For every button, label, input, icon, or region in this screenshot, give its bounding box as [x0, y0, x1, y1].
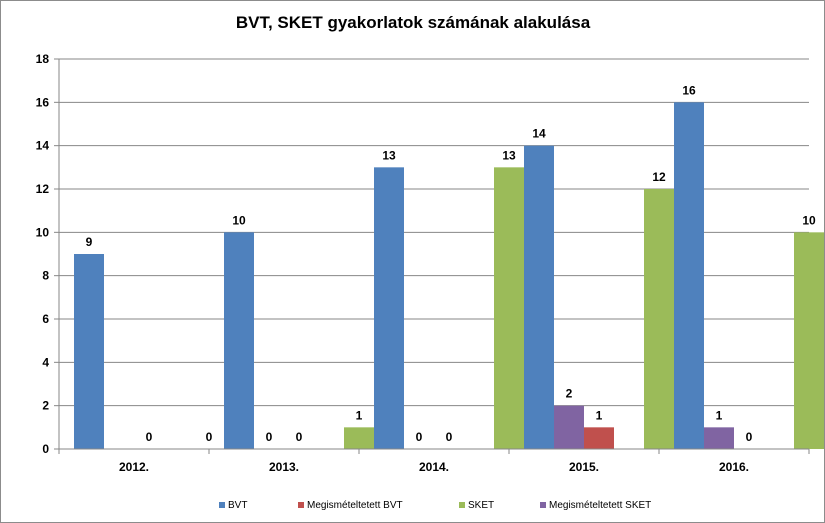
bar — [704, 427, 734, 449]
chart-title: BVT, SKET gyakorlatok számának alakulása — [236, 13, 591, 32]
bar — [584, 427, 614, 449]
bar — [74, 254, 104, 449]
data-label: 1 — [596, 408, 603, 422]
data-label: 1 — [716, 408, 723, 422]
y-tick-label: 12 — [36, 182, 50, 196]
bar — [674, 102, 704, 449]
legend-label: Megismételtetett BVT — [307, 500, 403, 511]
legend-swatch — [298, 502, 304, 508]
data-label: 2 — [566, 387, 573, 401]
data-label: 10 — [802, 213, 816, 227]
data-label: 0 — [446, 430, 453, 444]
data-label: 13 — [382, 148, 396, 162]
bar — [224, 232, 254, 449]
y-tick-label: 18 — [36, 52, 50, 66]
data-label: 9 — [86, 235, 93, 249]
data-label: 14 — [532, 127, 546, 141]
bar — [554, 405, 584, 449]
bar — [494, 167, 524, 450]
y-tick-label: 10 — [36, 225, 50, 239]
x-tick-label: 2015. — [569, 460, 599, 474]
legend-swatch — [219, 502, 225, 508]
x-tick-label: 2012. — [119, 460, 149, 474]
y-tick-label: 14 — [36, 139, 50, 153]
x-tick-label: 2016. — [719, 460, 749, 474]
legend-swatch — [540, 502, 546, 508]
data-label: 0 — [266, 430, 273, 444]
bar — [344, 427, 374, 449]
bar — [794, 232, 824, 449]
y-tick-label: 4 — [42, 355, 49, 369]
gridlines — [59, 58, 809, 407]
bar — [524, 145, 554, 449]
legend-label: Megismételtetett SKET — [549, 500, 651, 511]
legend-label: SKET — [468, 500, 494, 511]
data-label: 0 — [206, 430, 213, 444]
data-label: 12 — [652, 170, 666, 184]
y-tick-label: 8 — [42, 269, 49, 283]
legend-swatch — [459, 502, 465, 508]
x-tick-label: 2013. — [269, 460, 299, 474]
legend-label: BVT — [228, 500, 247, 511]
data-label: 10 — [232, 213, 246, 227]
y-tick-label: 2 — [42, 399, 49, 413]
y-tick-label: 0 — [42, 442, 49, 456]
data-label: 16 — [682, 83, 696, 97]
data-label: 0 — [416, 430, 423, 444]
data-label: 13 — [502, 148, 516, 162]
y-tick-label: 6 — [42, 312, 49, 326]
data-label: 0 — [296, 430, 303, 444]
data-label: 0 — [746, 430, 753, 444]
data-labels: 900010010130132141121160100 — [86, 83, 816, 444]
bars — [74, 102, 824, 450]
x-tick-label: 2014. — [419, 460, 449, 474]
bar — [374, 167, 404, 450]
legend: BVT Megismételtetett BVT SKET Megismételtet… — [219, 500, 651, 511]
data-label: 0 — [146, 430, 153, 444]
data-label: 1 — [356, 408, 363, 422]
y-tick-label: 16 — [36, 95, 50, 109]
bar — [644, 189, 674, 449]
